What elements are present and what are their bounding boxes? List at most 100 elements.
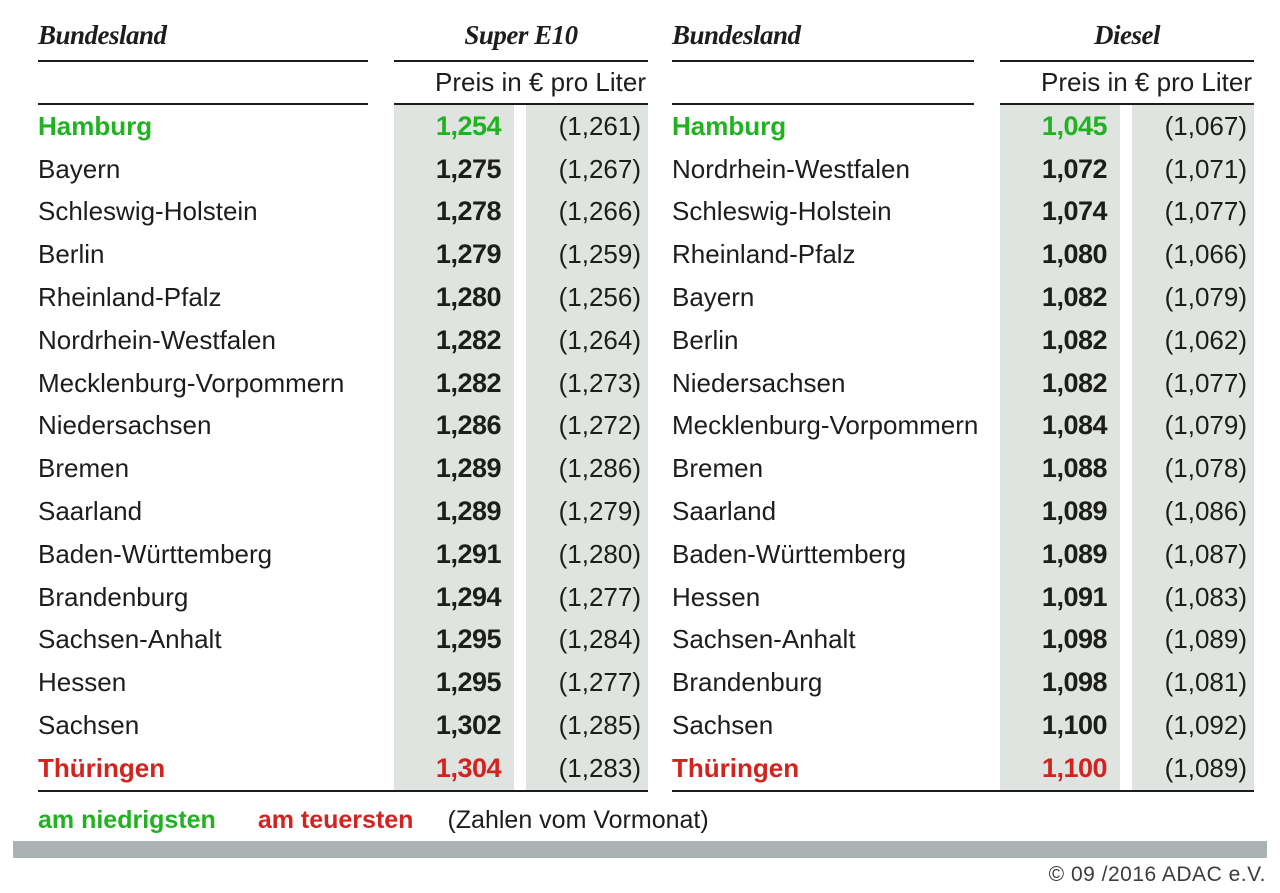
current-price: 1,289	[394, 490, 514, 533]
previous-month-price: (1,285)	[526, 704, 648, 747]
state-name: Brandenburg	[672, 667, 823, 698]
current-price: 1,302	[394, 704, 514, 747]
current-price: 1,098	[1000, 661, 1120, 705]
super-e10-table: Bundesland Super E10 Preis in € pro Lite…	[38, 12, 648, 792]
current-price: 1,295	[394, 618, 514, 662]
column-gap	[514, 404, 526, 448]
current-price: 1,089	[1000, 532, 1120, 576]
current-price: 1,280	[394, 276, 514, 319]
diesel-table: Bundesland Diesel Preis in € pro Liter H…	[672, 12, 1254, 792]
column-gap	[514, 318, 526, 362]
table-row: Thüringen 1,100 (1,089)	[672, 746, 1254, 790]
current-price: 1,254	[394, 105, 514, 148]
current-price: 1,098	[1000, 618, 1120, 662]
state-name: Nordrhein-Westfalen	[38, 324, 276, 355]
column-gap	[514, 661, 526, 705]
previous-month-price: (1,283)	[526, 746, 648, 790]
rule-segment-left	[672, 60, 974, 62]
rule-segment-right	[394, 103, 648, 105]
bottom-rule	[38, 789, 648, 792]
previous-month-price: (1,071)	[1132, 147, 1254, 191]
table-row: Mecklenburg-Vorpommern 1,084 (1,079)	[672, 404, 1254, 448]
column-gap	[514, 276, 526, 319]
column-header-diesel: Diesel	[1094, 20, 1160, 50]
table-row: Saarland 1,089 (1,086)	[672, 490, 1254, 533]
subheader-rule	[38, 103, 648, 105]
column-gap	[1120, 490, 1132, 533]
previous-month-price: (1,086)	[1132, 490, 1254, 533]
table-row: Baden-Württemberg 1,291 (1,280)	[38, 532, 648, 576]
table-row: Bremen 1,289 (1,286)	[38, 447, 648, 491]
current-price: 1,072	[1000, 147, 1120, 191]
current-price: 1,089	[1000, 490, 1120, 533]
current-price: 1,091	[1000, 575, 1120, 619]
current-price: 1,082	[1000, 318, 1120, 362]
table-row: Thüringen 1,304 (1,283)	[38, 746, 648, 790]
column-gap	[1120, 276, 1132, 319]
state-name: Rheinland-Pfalz	[672, 239, 856, 270]
previous-month-price: (1,078)	[1132, 447, 1254, 491]
previous-month-price: (1,279)	[526, 490, 648, 533]
table-row: Schleswig-Holstein 1,278 (1,266)	[38, 190, 648, 234]
copyright-text: © 09 /2016 ADAC e.V.	[1048, 863, 1266, 886]
footer-bar	[13, 841, 1267, 858]
previous-month-price: (1,079)	[1132, 276, 1254, 319]
rule-segment-left	[38, 60, 368, 62]
state-name: Thüringen	[672, 752, 800, 783]
table-row: Brandenburg 1,294 (1,277)	[38, 575, 648, 619]
table-row: Niedersachsen 1,286 (1,272)	[38, 404, 648, 448]
previous-month-price: (1,267)	[526, 147, 648, 191]
column-gap	[1120, 447, 1132, 491]
state-name: Schleswig-Holstein	[672, 196, 892, 227]
column-gap	[1120, 532, 1132, 576]
legend: am niedrigsten am teuersten (Zahlen vom …	[0, 792, 1280, 835]
legend-previous-month-note: (Zahlen vom Vormonat)	[447, 805, 709, 834]
column-gap	[514, 618, 526, 662]
table-row: Hessen 1,295 (1,277)	[38, 661, 648, 705]
previous-month-price: (1,062)	[1132, 318, 1254, 362]
column-header-super-e10: Super E10	[464, 20, 578, 50]
previous-month-price: (1,066)	[1132, 233, 1254, 277]
table-row: Bayern 1,275 (1,267)	[38, 147, 648, 191]
table-row: Rheinland-Pfalz 1,080 (1,066)	[672, 233, 1254, 277]
current-price: 1,304	[394, 746, 514, 790]
previous-month-price: (1,087)	[1132, 532, 1254, 576]
price-unit-label: Preis in € pro Liter	[435, 67, 646, 97]
state-name: Sachsen-Anhalt	[672, 624, 856, 655]
state-name: Rheinland-Pfalz	[38, 282, 222, 313]
previous-month-price: (1,280)	[526, 532, 648, 576]
table-row: Rheinland-Pfalz 1,280 (1,256)	[38, 276, 648, 319]
current-price: 1,080	[1000, 233, 1120, 277]
table-row: Mecklenburg-Vorpommern 1,282 (1,273)	[38, 361, 648, 405]
column-gap	[1120, 746, 1132, 790]
column-gap	[1120, 704, 1132, 747]
state-name: Hamburg	[672, 110, 787, 141]
current-price: 1,082	[1000, 361, 1120, 405]
table-row: Hamburg 1,045 (1,067)	[672, 105, 1254, 148]
column-gap	[1120, 190, 1132, 234]
previous-month-price: (1,266)	[526, 190, 648, 234]
column-gap	[1120, 661, 1132, 705]
previous-month-price: (1,264)	[526, 318, 648, 362]
table-row: Sachsen 1,100 (1,092)	[672, 704, 1254, 747]
subheader-rule	[672, 103, 1254, 105]
state-name: Bremen	[672, 453, 764, 484]
column-gap	[1120, 618, 1132, 662]
table-body: Hamburg 1,254 (1,261) Bayern 1,275 (1,267) Sch…	[38, 105, 648, 790]
current-price: 1,074	[1000, 190, 1120, 234]
rule-segment-left	[672, 103, 974, 105]
column-gap	[514, 575, 526, 619]
column-gap	[1120, 575, 1132, 619]
rule-segment-right	[1000, 60, 1254, 62]
previous-month-price: (1,286)	[526, 447, 648, 491]
table-row: Berlin 1,082 (1,062)	[672, 318, 1254, 362]
current-price: 1,045	[1000, 105, 1120, 148]
table-row: Bayern 1,082 (1,079)	[672, 276, 1254, 319]
previous-month-price: (1,092)	[1132, 704, 1254, 747]
column-gap	[1120, 404, 1132, 448]
column-gap	[514, 490, 526, 533]
state-name: Sachsen-Anhalt	[38, 624, 222, 655]
current-price: 1,275	[394, 147, 514, 191]
current-price: 1,286	[394, 404, 514, 448]
